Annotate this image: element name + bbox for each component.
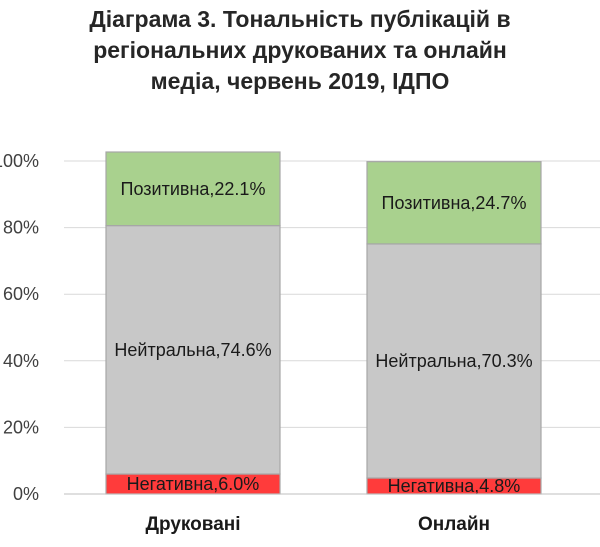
data-label: Негативна,6.0% <box>127 474 260 494</box>
data-label: Позитивна,22.1% <box>121 179 266 199</box>
chart-title: Діаграма 3. Тональність публікацій в рег… <box>0 4 600 97</box>
data-label: Нейтральна,70.3% <box>375 351 532 371</box>
y-tick-label: 20% <box>3 417 39 437</box>
chart-title-line-1: Діаграма 3. Тональність публікацій в <box>89 6 511 32</box>
y-tick-label: 60% <box>3 284 39 304</box>
bar-segment-0-2 <box>105 151 281 227</box>
y-tick-label: 40% <box>3 351 39 371</box>
chart-title-line-3: медіа, червень 2019, ІДПО <box>150 68 450 94</box>
bar-segment-1-1 <box>366 243 542 479</box>
bar-segment-1-2 <box>366 161 542 245</box>
data-label: Негативна,4.8% <box>388 476 521 496</box>
y-tick-label: 0% <box>13 484 39 504</box>
data-label: Нейтральна,74.6% <box>114 340 271 360</box>
data-label: Позитивна,24.7% <box>382 193 527 213</box>
x-category-label: Друковані <box>145 514 240 535</box>
chart-title-line-2: регіональних друкованих та онлайн <box>93 37 507 63</box>
y-tick-label: 100% <box>0 151 39 171</box>
x-category-label: Онлайн <box>418 514 490 535</box>
y-tick-label: 80% <box>3 218 39 238</box>
